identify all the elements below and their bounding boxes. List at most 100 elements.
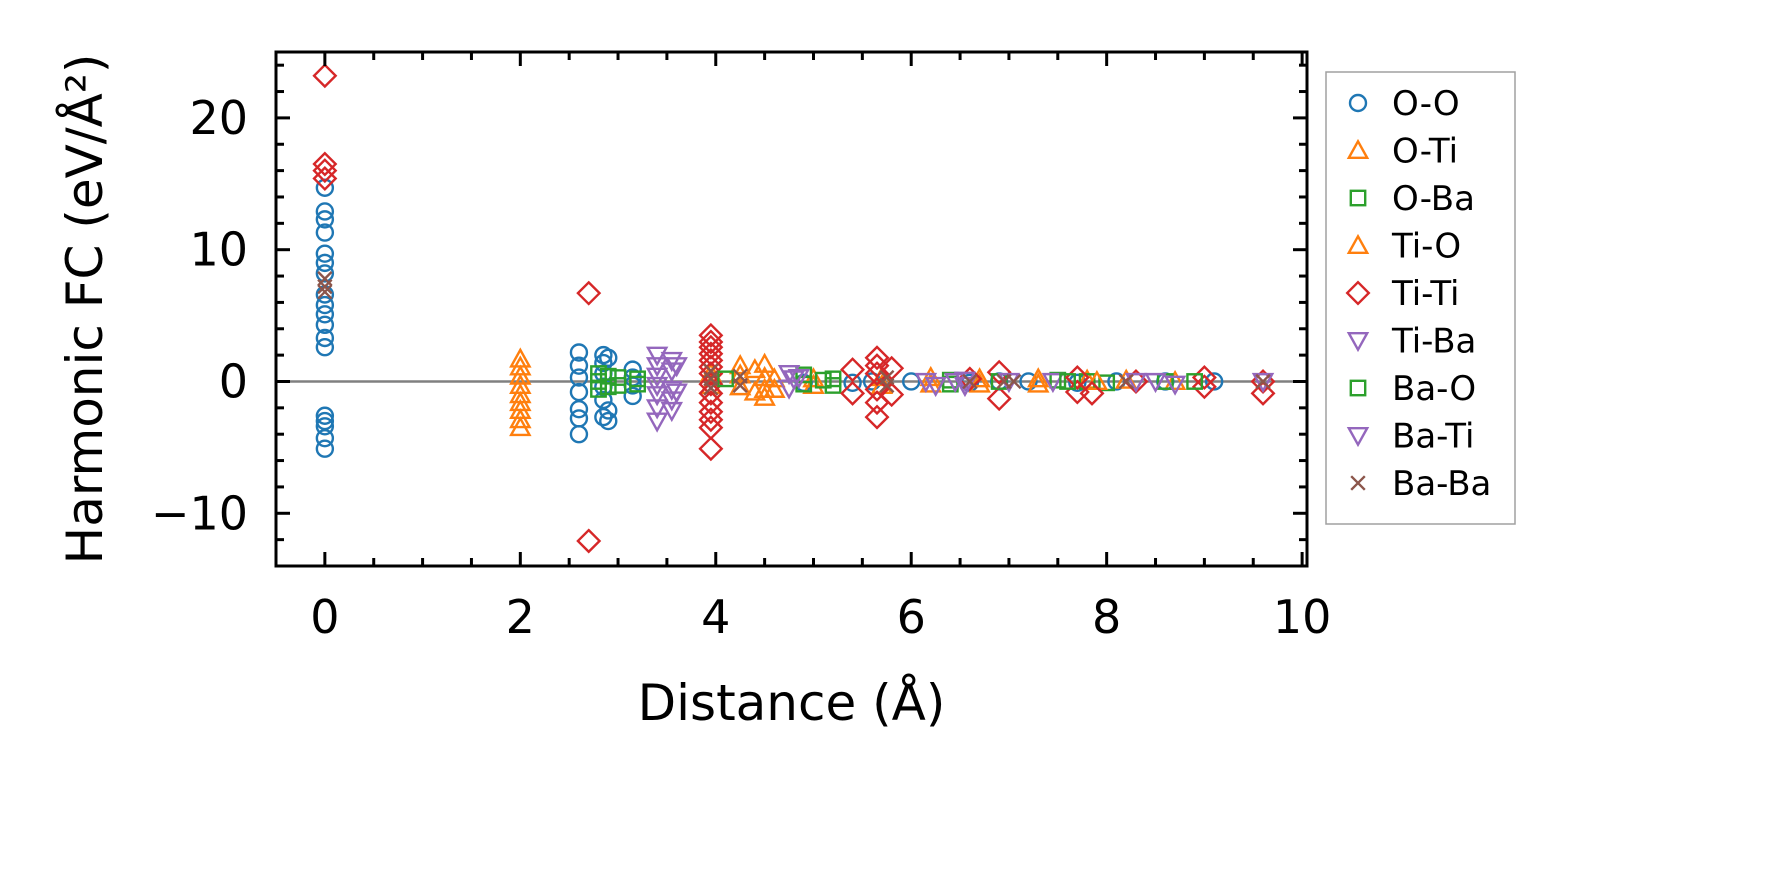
tick-labels: 0 2 4 6 8 10 −10 0 10 20 [151, 91, 1331, 644]
data-point [698, 322, 724, 348]
data-point [787, 368, 811, 390]
legend-marker [1346, 138, 1370, 160]
data-point [986, 386, 1012, 412]
data-point [569, 425, 589, 444]
data-point [609, 377, 627, 394]
data-point [599, 378, 617, 396]
legend-label: O-O [1392, 84, 1460, 124]
data-point [1068, 373, 1087, 393]
legend-label: Ba-O [1392, 369, 1476, 409]
x-axis-title: Distance (Å) [638, 674, 946, 732]
legend-frame [1325, 71, 1516, 525]
data-point [1250, 380, 1276, 406]
data-point [590, 380, 607, 398]
legend-marker [1349, 189, 1367, 207]
data-point [660, 401, 684, 423]
data-point [698, 436, 724, 462]
data-point [576, 280, 602, 306]
data-point [843, 373, 862, 393]
legend-marker [1346, 331, 1370, 353]
data-point [315, 210, 335, 229]
y-tick-label: 0 [219, 354, 248, 408]
data-point [315, 406, 335, 425]
data-point [1204, 372, 1224, 391]
x-tick-label: 6 [897, 590, 926, 644]
data-point [315, 295, 335, 315]
data-point [509, 408, 532, 429]
data-point [864, 404, 890, 430]
data-point [1059, 373, 1076, 390]
data-point [645, 386, 669, 407]
data-point [986, 359, 1012, 385]
data-point [728, 375, 752, 396]
data-point [795, 366, 813, 384]
x-tick-label: 8 [1092, 590, 1121, 644]
data-point [599, 348, 618, 367]
data-point [645, 412, 669, 433]
data-point [743, 357, 767, 379]
data-point [802, 373, 825, 395]
data-point [732, 377, 748, 394]
legend: O-O O-Ti O-Ba Ti-O Ti-Ti Ti-Ba Ba-O Ba-Ti Ba-Ba [1325, 71, 1516, 525]
data-point [315, 305, 335, 324]
data-point [569, 356, 589, 375]
series-ba-ti [665, 357, 1148, 404]
data-point [924, 376, 947, 398]
data-point [698, 380, 724, 406]
data-point [660, 351, 684, 373]
data-point [864, 353, 890, 379]
data-point [645, 357, 669, 378]
y-tick-label: 10 [189, 223, 248, 277]
data-point [594, 353, 613, 373]
data-point [1027, 372, 1050, 393]
data-point [1186, 373, 1204, 390]
data-point [698, 407, 724, 433]
data-point [660, 380, 684, 402]
data-point [703, 380, 719, 396]
data-point [509, 415, 532, 437]
data-point [599, 411, 618, 431]
data-point [864, 345, 890, 371]
data-point [315, 264, 335, 283]
data-point [599, 367, 617, 385]
data-point [864, 390, 890, 416]
data-point [315, 253, 335, 273]
data-point [1191, 374, 1217, 400]
y-axis-title: Harmonic FC (eV/Å²) [56, 54, 114, 565]
data-point [1019, 372, 1038, 391]
data-point [943, 372, 967, 394]
data-point [698, 334, 724, 360]
data-point [728, 354, 752, 375]
legend-label: Ti-Ti [1391, 274, 1460, 314]
data-point [599, 401, 618, 420]
legend-label: O-Ti [1392, 132, 1458, 172]
data-point [645, 346, 669, 367]
data-markers [312, 63, 1276, 554]
data-point [1144, 372, 1167, 394]
data-point [1041, 372, 1065, 394]
data-point [315, 202, 335, 221]
legend-label: O-Ba [1392, 179, 1475, 219]
data-point [317, 278, 333, 295]
data-point [824, 377, 842, 394]
series-ba-ba [317, 271, 1271, 396]
data-point [698, 329, 724, 355]
data-point [1027, 367, 1050, 388]
data-point [1118, 373, 1134, 390]
axes-frame [274, 50, 1309, 568]
data-point [312, 63, 338, 89]
legend-label: Ti-Ba [1391, 322, 1476, 362]
data-point [698, 399, 724, 425]
data-point [743, 380, 767, 401]
data-point [879, 377, 895, 394]
data-point [315, 417, 335, 436]
data-point [576, 528, 602, 554]
data-point [315, 328, 335, 348]
series-ti-ti [312, 63, 1276, 554]
data-point [665, 383, 688, 404]
data-point [698, 361, 724, 387]
data-point [914, 372, 938, 394]
legend-item: Ba-Ti [1346, 417, 1474, 457]
data-point [763, 377, 786, 398]
